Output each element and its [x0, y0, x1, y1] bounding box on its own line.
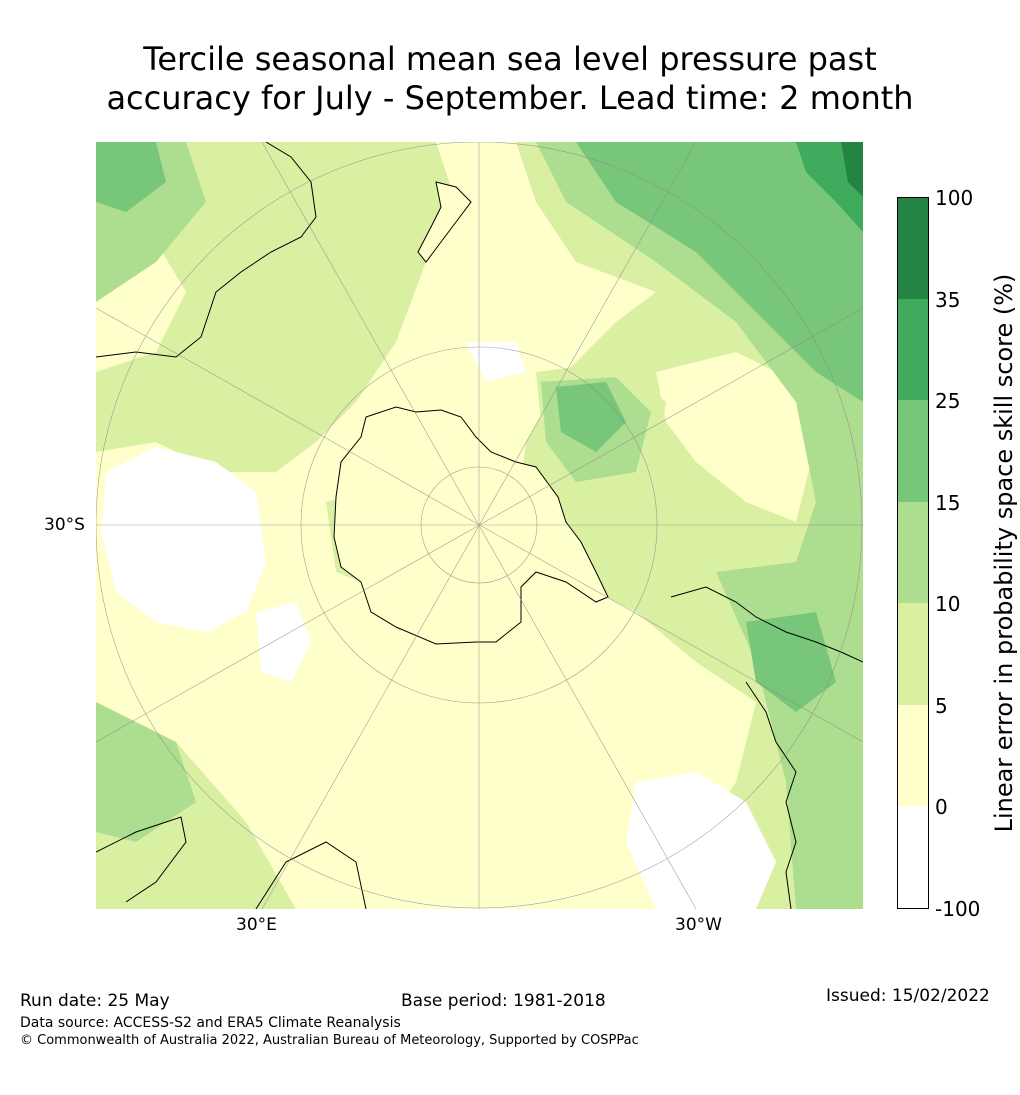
copyright: © Commonwealth of Australia 2022, Austra…: [20, 1033, 639, 1048]
colorbar-tick: -100: [935, 897, 981, 921]
colorbar-tick: 0: [935, 795, 948, 819]
coastline-africa: [255, 841, 367, 909]
skill-region-35-100: [841, 142, 863, 197]
skill-region-15-25: [576, 142, 863, 402]
colorbar-bin: [897, 197, 929, 299]
coastline-australia: [96, 142, 317, 358]
colorbar-bin: [897, 603, 929, 705]
colorbar-bin: [897, 806, 929, 909]
title-line-1: Tercile seasonal mean sea level pressure…: [143, 40, 877, 78]
skill-region-15-25: [556, 382, 626, 452]
colorbar-bin: [897, 299, 929, 400]
coastline-south-america: [670, 586, 863, 663]
colorbar-title: Linear error in probability space skill …: [990, 273, 1018, 833]
colorbar-tick: 5: [935, 694, 948, 718]
lon-label-30e: 30°E: [236, 915, 277, 935]
skill-region-negative: [101, 447, 266, 632]
colorbar-tick: 10: [935, 592, 961, 616]
skill-region-15-25: [96, 142, 166, 212]
issued-date: Issued: 15/02/2022: [826, 986, 990, 1006]
base-period: Base period: 1981-2018: [401, 991, 606, 1011]
skill-region-negative: [466, 342, 526, 382]
colorbar-tick: 15: [935, 491, 961, 515]
skill-region-negative: [626, 772, 776, 909]
data-source: Data source: ACCESS-S2 and ERA5 Climate …: [20, 1015, 401, 1031]
coastline-new-zealand: [417, 181, 472, 263]
coastline-antarctica: [333, 406, 609, 645]
map-title: Tercile seasonal mean sea level pressure…: [0, 40, 1020, 118]
run-date: Run date: 25 May: [20, 991, 170, 1011]
colorbar-tick: 25: [935, 389, 961, 413]
polar-map: [96, 142, 863, 909]
skill-region-10-15: [96, 702, 196, 842]
graticule: [96, 142, 863, 909]
lat-label-30s: 30°S: [44, 515, 85, 535]
colorbar: [897, 197, 929, 909]
coastline-africa: [96, 816, 187, 903]
colorbar-bin: [897, 705, 929, 806]
colorbar-bin: [897, 502, 929, 603]
colorbar-bin: [897, 400, 929, 502]
title-line-2: accuracy for July - September. Lead time…: [106, 79, 914, 117]
skill-region-15-25: [746, 612, 836, 712]
colorbar-tick: 35: [935, 288, 961, 312]
skill-region-0-5: [656, 352, 816, 522]
skill-region-negative: [256, 602, 311, 682]
lon-label-30w: 30°W: [675, 915, 722, 935]
colorbar-tick: 100: [935, 186, 974, 210]
coastline-south-america: [745, 681, 797, 909]
